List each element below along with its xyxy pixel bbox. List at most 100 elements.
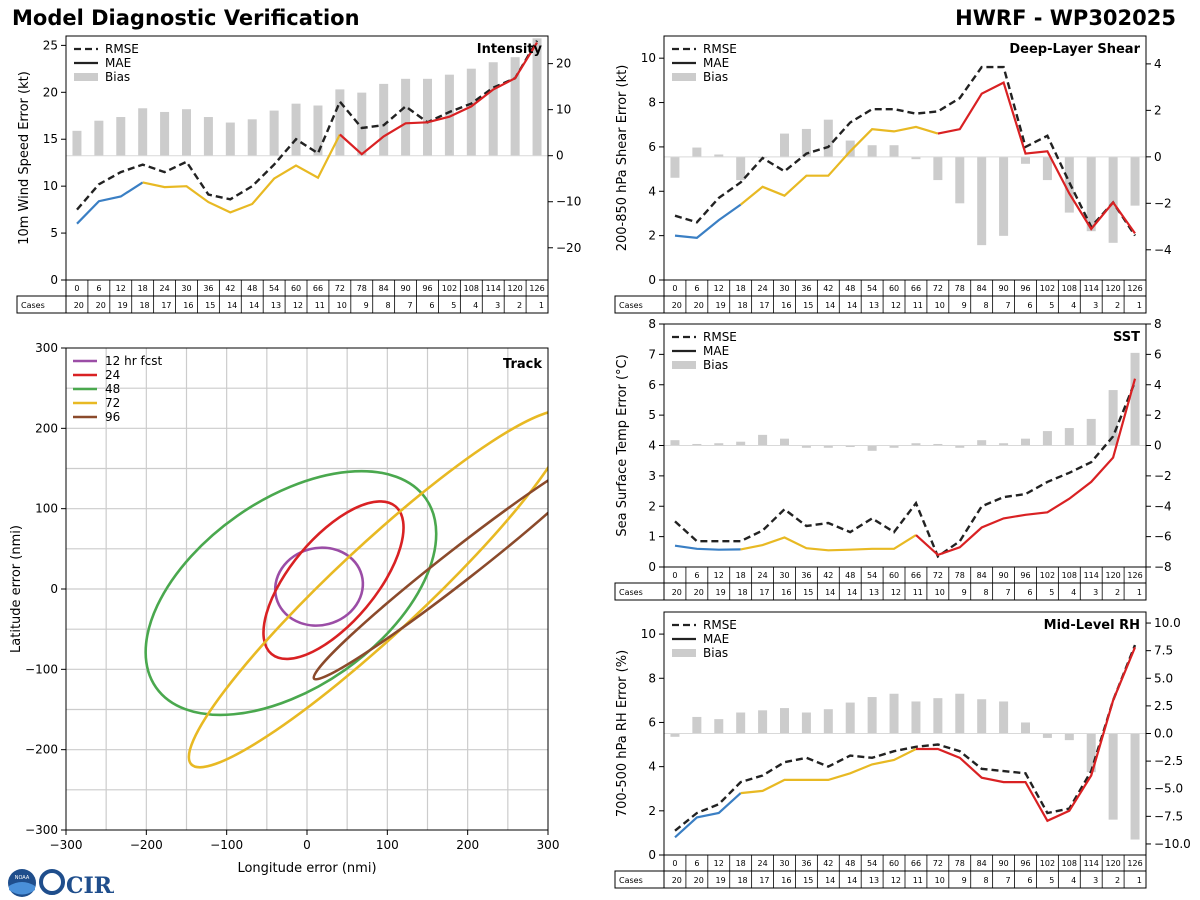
sst-bias-bar: [801, 445, 811, 448]
shear-bias-bar: [889, 145, 899, 157]
rh-case-count: 2: [1115, 876, 1120, 885]
shear-case-count: 3: [1093, 301, 1098, 310]
storm-model-title: HWRF - WP302025: [955, 6, 1176, 30]
intensity-mae-line-seg-2: [339, 42, 538, 156]
intensity-case-count: 2: [517, 301, 522, 310]
intensity-case-count: 20: [74, 301, 84, 310]
intensity-legend-label: MAE: [105, 56, 131, 70]
rh-panel: 0246810−10.0−7.5−5.0−2.50.02.55.07.510.0…: [614, 611, 1191, 889]
sst-case-count: 2: [1115, 588, 1120, 597]
track-legend-label: 48: [105, 382, 120, 396]
rh-y2tick-label: 10.0: [1154, 616, 1181, 630]
intensity-hour-label: 90: [400, 284, 410, 293]
intensity-mae-line-seg-0: [76, 181, 144, 225]
shear-hour-label: 78: [955, 284, 965, 293]
intensity-ytick-label: 15: [43, 132, 58, 146]
intensity-bias-bar: [444, 74, 454, 156]
sst-bias-bar: [758, 434, 768, 446]
sst-hour-label: 108: [1062, 571, 1077, 580]
shear-case-count: 5: [1049, 301, 1054, 310]
intensity-bias-bar: [182, 109, 191, 156]
intensity-hour-label: 60: [291, 284, 301, 293]
intensity-case-count: 1: [539, 301, 544, 310]
sst-hour-label: 114: [1084, 571, 1099, 580]
intensity-case-count: 17: [161, 301, 171, 310]
intensity-bias-bar: [423, 78, 432, 156]
sst-hour-label: 60: [889, 571, 899, 580]
sst-ytick-label: 8: [648, 317, 656, 331]
shear-bias-bar: [736, 156, 746, 181]
intensity-cases-label: Cases: [21, 301, 45, 310]
rh-case-count: 19: [716, 876, 726, 885]
shear-bias-bar: [1108, 156, 1118, 243]
rh-case-count: 18: [737, 876, 747, 885]
sst-hour-label: 42: [823, 571, 833, 580]
rh-bias-bar: [911, 701, 921, 734]
shear-case-count: 8: [984, 301, 989, 310]
sst-case-count: 15: [803, 588, 813, 597]
intensity-ytick-label: 25: [43, 38, 58, 52]
shear-bias-bar: [1086, 156, 1096, 232]
intensity-bias-bar: [203, 117, 213, 156]
sst-case-count: 7: [1005, 588, 1010, 597]
intensity-bias-bar: [225, 122, 235, 156]
rh-bias-bar: [736, 712, 746, 734]
intensity-y2tick-label: −10: [556, 195, 581, 209]
shear-case-count: 1: [1137, 301, 1142, 310]
rh-legend-label: MAE: [703, 632, 729, 646]
shear-cases-table: Cases02062012191818241730163615421448145…: [614, 279, 1147, 314]
shear-y2tick-label: 4: [1154, 57, 1162, 71]
shear-case-count: 11: [913, 301, 923, 310]
sst-cases-table: Cases02062012191818241730163615421448145…: [614, 566, 1147, 601]
track-legend-label: 24: [105, 368, 120, 382]
sst-y2tick-label: 2: [1154, 408, 1162, 422]
rh-hour-label: 78: [955, 859, 965, 868]
noaa-seal-text: NOAA: [15, 875, 30, 881]
sst-hour-label: 66: [911, 571, 921, 580]
sst-hour-label: 126: [1127, 571, 1142, 580]
sst-bias-bar: [823, 445, 833, 448]
track-ellipse-12-hr-fcst: [273, 546, 365, 627]
sst-case-count: 11: [913, 588, 923, 597]
rh-cases-label: Cases: [619, 876, 643, 885]
sst-hour-label: 102: [1040, 571, 1055, 580]
track-xtick-label: 200: [456, 838, 479, 852]
sst-bias-bar: [1086, 418, 1096, 446]
track-legend-label: 96: [105, 410, 120, 424]
shear-bias-bar: [933, 156, 943, 181]
figure-title: Model Diagnostic Verification: [12, 6, 360, 30]
shear-bias-bar: [1042, 156, 1052, 181]
rh-ytick-label: 6: [648, 715, 656, 729]
shear-legend-swatch-bias: [672, 73, 696, 81]
intensity-legend-label: Bias: [105, 70, 130, 84]
track-ytick-label: 200: [35, 421, 58, 435]
sst-bias-bar: [1064, 428, 1074, 446]
shear-case-count: 16: [781, 301, 791, 310]
sst-case-count: 19: [716, 588, 726, 597]
intensity-hour-label: 12: [116, 284, 126, 293]
shear-bias-bar: [670, 156, 680, 178]
rh-ytick-label: 2: [648, 804, 656, 818]
rh-hour-label: 0: [672, 859, 677, 868]
rh-y2tick-label: 0.0: [1154, 727, 1173, 741]
shear-hour-label: 24: [757, 284, 767, 293]
shear-hour-label: 96: [1020, 284, 1030, 293]
sst-bias-bar: [1021, 438, 1030, 446]
sst-case-count: 10: [935, 588, 945, 597]
track-ellipse-96: [312, 449, 548, 681]
intensity-hour-label: 24: [159, 284, 169, 293]
rh-bias-bar: [999, 701, 1009, 734]
intensity-mae-line-seg-1: [142, 134, 341, 214]
track-ytick-label: −200: [25, 743, 58, 757]
intensity-bias-bar: [510, 57, 520, 156]
intensity-legend-label: RMSE: [105, 42, 139, 56]
sst-ytick-label: 1: [648, 530, 656, 544]
intensity-case-count: 11: [315, 301, 325, 310]
shear-hour-label: 60: [889, 284, 899, 293]
sst-cases-row: [614, 582, 1147, 601]
intensity-case-count: 14: [227, 301, 237, 310]
sst-hour-label: 18: [736, 571, 746, 580]
rh-y2tick-label: 5.0: [1154, 671, 1173, 685]
